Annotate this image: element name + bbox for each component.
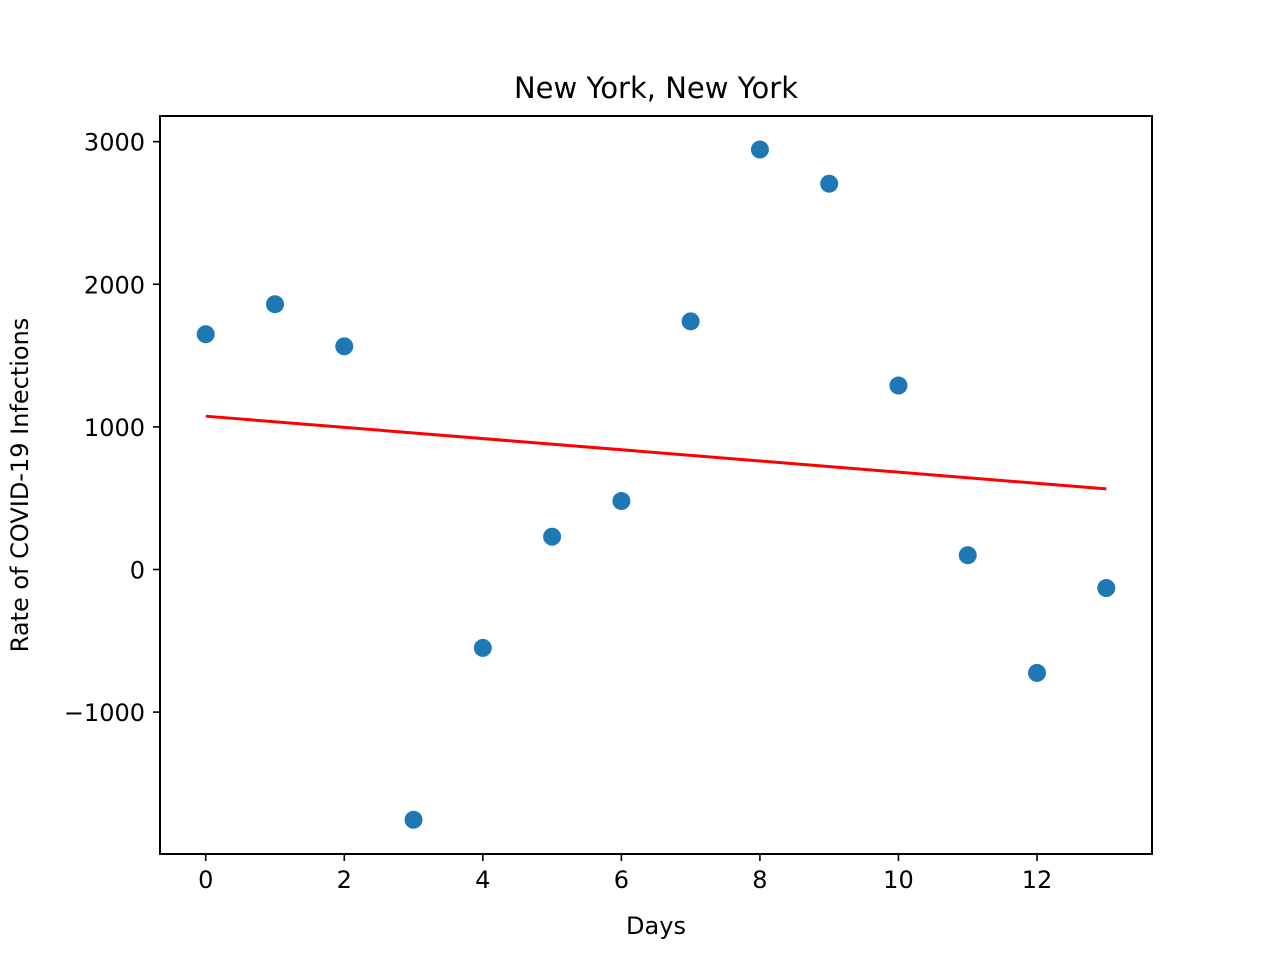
x-tick-label: 10 [883,866,914,894]
data-point [1097,579,1116,598]
data-point [543,527,562,546]
data-point [958,546,977,565]
data-point [404,810,423,829]
y-tick-label: 1000 [84,414,145,442]
data-point [681,312,700,331]
x-tick-label: 4 [475,866,490,894]
y-axis-label: Rate of COVID-19 Infections [6,318,34,653]
data-point [1028,663,1047,682]
trend-line [205,414,1107,491]
plot-area [196,140,1116,829]
x-axis: 0 2 4 6 8 10 12 [198,854,1052,894]
y-tick-label: 0 [130,556,145,584]
data-point [612,492,631,511]
data-point [750,140,769,159]
y-tick-label: 2000 [84,271,145,299]
chart-title: New York, New York [514,71,798,105]
x-tick-label: 0 [198,866,213,894]
data-point [265,295,284,314]
y-tick-label: 3000 [84,129,145,157]
data-point [196,325,215,344]
x-tick-label: 2 [337,866,352,894]
x-tick-label: 8 [752,866,767,894]
y-tick-label: −1000 [64,699,145,727]
data-point [820,174,839,193]
data-point [335,337,354,356]
data-point [473,638,492,657]
x-axis-label: Days [626,912,686,940]
data-point [889,376,908,395]
y-axis: −1000 0 1000 2000 3000 [64,129,160,727]
axes-frame [159,115,1153,855]
x-tick-label: 6 [614,866,629,894]
x-tick-label: 12 [1022,866,1053,894]
